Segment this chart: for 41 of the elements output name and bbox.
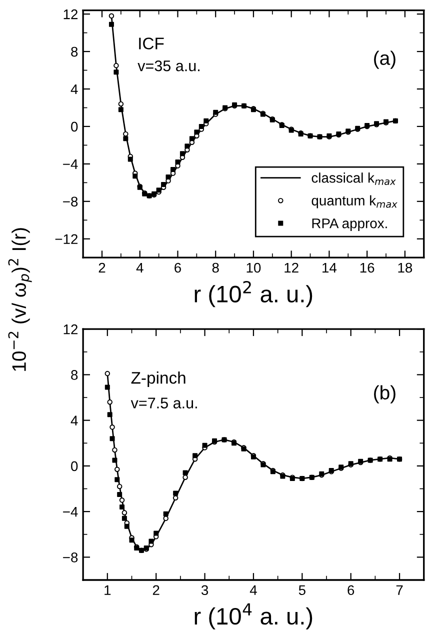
- x-tick-label: 16: [360, 262, 374, 273]
- annotation: (a): [374, 50, 396, 69]
- x-tick-label: 5: [298, 585, 306, 596]
- x-tick-label: 7: [396, 585, 403, 595]
- y-tick-label: −12: [55, 234, 78, 244]
- x-tick-label: 2: [98, 262, 106, 273]
- x-tick-label: 14: [322, 262, 337, 273]
- x-tick-label: 6: [348, 585, 354, 596]
- annotation: v=7.5 a.u.: [130, 398, 197, 408]
- x-tick-label: 4: [250, 585, 257, 595]
- x-tick-label: 2: [152, 585, 160, 595]
- y-tick-label: 12: [64, 9, 78, 20]
- x-tick-label: 18: [398, 262, 412, 273]
- legend-label: RPA approx.: [312, 218, 387, 232]
- annotation: v=35 a.u.: [138, 60, 200, 72]
- y-tick-label: −8: [63, 196, 78, 207]
- y-tick-label: 8: [71, 46, 78, 57]
- annotation: (b): [374, 385, 396, 404]
- y-axis-title: 10$^{−2}$ (v/ ω$_{p}$)$^{2}$ I(r): [8, 228, 32, 371]
- y-tick-label: 0: [71, 461, 78, 472]
- x-axis-title: r (10$^{4}$ a. u.): [194, 603, 312, 630]
- legend-label: classical k$_{max}$: [312, 172, 396, 186]
- y-tick-label: 0: [71, 122, 78, 132]
- y-tick-label: 12: [64, 324, 78, 334]
- annotation: ICF: [139, 38, 164, 50]
- x-tick-label: 6: [174, 262, 181, 273]
- y-tick-label: −4: [63, 507, 78, 517]
- y-tick-label: 8: [71, 370, 78, 380]
- y-tick-label: 4: [70, 84, 78, 94]
- x-tick-label: 8: [212, 262, 219, 273]
- legend-label: quantum k$_{max}$: [312, 195, 398, 208]
- y-tick-label: 4: [70, 416, 78, 426]
- y-tick-label: −8: [63, 552, 78, 562]
- x-tick-label: 10: [246, 262, 261, 273]
- annotation: Z-pinch: [131, 371, 186, 388]
- x-tick-label: 4: [136, 262, 144, 273]
- x-tick-label: 1: [104, 585, 111, 595]
- y-tick-label: −4: [63, 159, 78, 169]
- x-tick-label: 12: [284, 262, 298, 273]
- x-axis-title: r (10$^{2}$ a. u.): [194, 280, 312, 308]
- x-tick-label: 3: [201, 585, 208, 596]
